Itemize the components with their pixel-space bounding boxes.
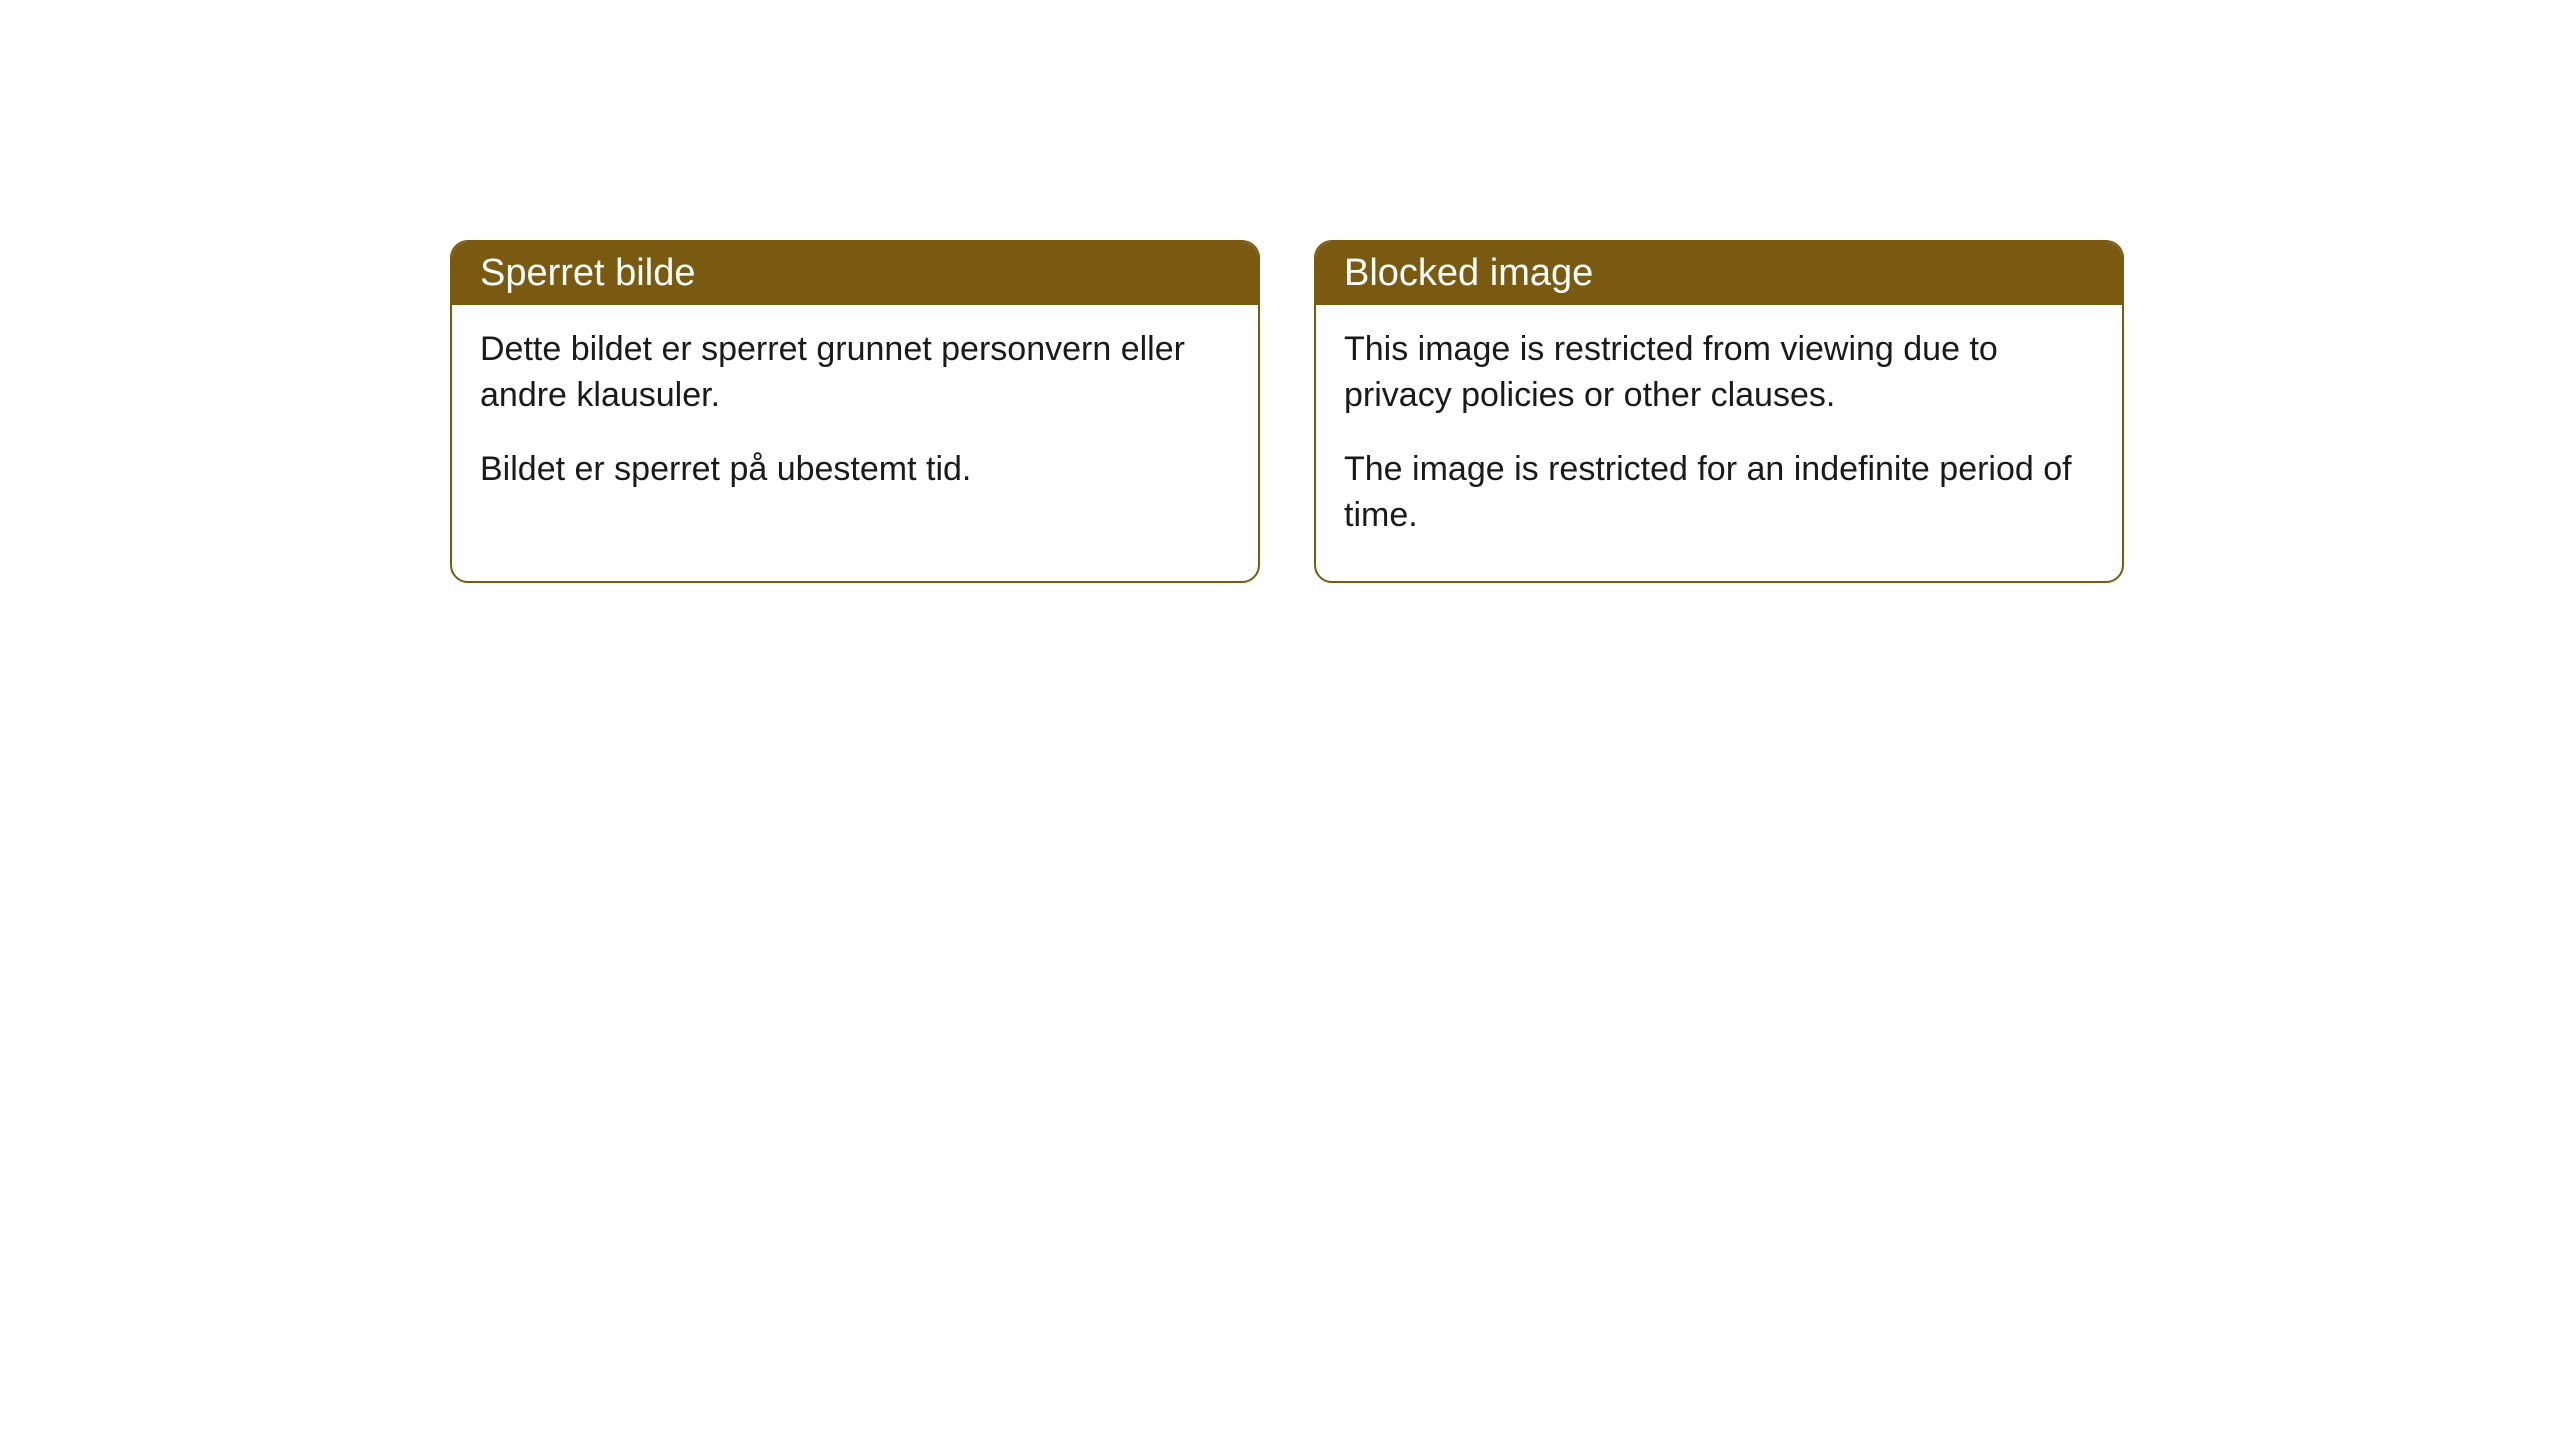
card-english: Blocked image This image is restricted f… — [1314, 240, 2124, 583]
card-norwegian: Sperret bilde Dette bildet er sperret gr… — [450, 240, 1260, 583]
card-paragraph: Bildet er sperret på ubestemt tid. — [480, 447, 1230, 493]
card-paragraph: Dette bildet er sperret grunnet personve… — [480, 327, 1230, 419]
cards-container: Sperret bilde Dette bildet er sperret gr… — [0, 0, 2560, 583]
card-paragraph: This image is restricted from viewing du… — [1344, 327, 2094, 419]
card-header-english: Blocked image — [1316, 242, 2122, 305]
card-body-norwegian: Dette bildet er sperret grunnet personve… — [452, 305, 1258, 535]
card-title: Blocked image — [1344, 252, 1593, 294]
card-title: Sperret bilde — [480, 252, 695, 294]
card-body-english: This image is restricted from viewing du… — [1316, 305, 2122, 581]
card-paragraph: The image is restricted for an indefinit… — [1344, 447, 2094, 539]
card-header-norwegian: Sperret bilde — [452, 242, 1258, 305]
